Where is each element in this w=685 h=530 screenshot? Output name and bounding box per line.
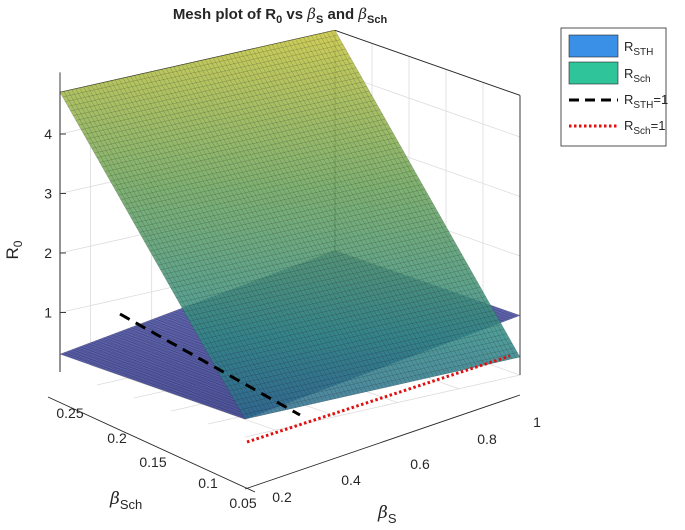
legend: RSTH RSch RSTH=1 RSch=1 <box>560 27 668 147</box>
legend-label-sth-threshold: RSTH=1 <box>624 92 668 111</box>
legend-label-sth: RSTH <box>624 39 653 58</box>
threshold-line-sth <box>119 312 301 417</box>
x-tick-label-1: 0.4 <box>341 472 361 488</box>
legend-swatch-sth <box>568 34 619 58</box>
legend-swatch-sch <box>568 61 619 85</box>
surface-fill-1 <box>60 30 520 420</box>
x-tick-label-0: 0.2 <box>272 489 292 505</box>
surface-sch <box>59 30 521 420</box>
x-tick-label-4: 1 <box>533 414 541 430</box>
y-tick-label-1: 0.1 <box>198 475 218 491</box>
threshold-lines <box>119 312 511 444</box>
surface-mesh-1 <box>59 30 521 420</box>
ticks: 0.2 0.4 0.6 0.8 1 0.05 0.1 0.15 0.2 0.25 1 2 3 4 <box>44 72 541 511</box>
grid-line-x-0 <box>90 85 276 431</box>
z-tick-label-2: 3 <box>44 186 52 202</box>
y-axis-label: βSch <box>109 489 142 512</box>
y-axis-line <box>47 396 256 493</box>
surfaces <box>59 30 521 420</box>
y-tick-label-3: 0.2 <box>107 430 127 446</box>
z-tick-label-0: 1 <box>44 305 52 321</box>
z-axis-label: R0 <box>3 240 25 259</box>
box-edge-4 <box>334 29 521 96</box>
z-tick-label-1: 2 <box>44 245 52 261</box>
chart-title: Mesh plot of R0 vs βS and βSch <box>173 5 388 26</box>
legend-label-sch-threshold: RSch=1 <box>624 118 665 137</box>
y-tick-label-0: 0.05 <box>229 495 256 511</box>
y-tick-label-2: 0.15 <box>139 454 166 470</box>
y-tick-label-4: 0.25 <box>56 405 83 421</box>
x-tick-label-3: 0.8 <box>477 431 497 447</box>
x-tick-label-2: 0.6 <box>410 456 430 472</box>
legend-label-sch: RSch <box>624 66 651 85</box>
z-tick-label-3: 4 <box>44 126 52 142</box>
threshold-line-sch <box>246 354 511 444</box>
x-axis-line <box>244 394 521 490</box>
x-axis-label: βS <box>377 503 397 526</box>
